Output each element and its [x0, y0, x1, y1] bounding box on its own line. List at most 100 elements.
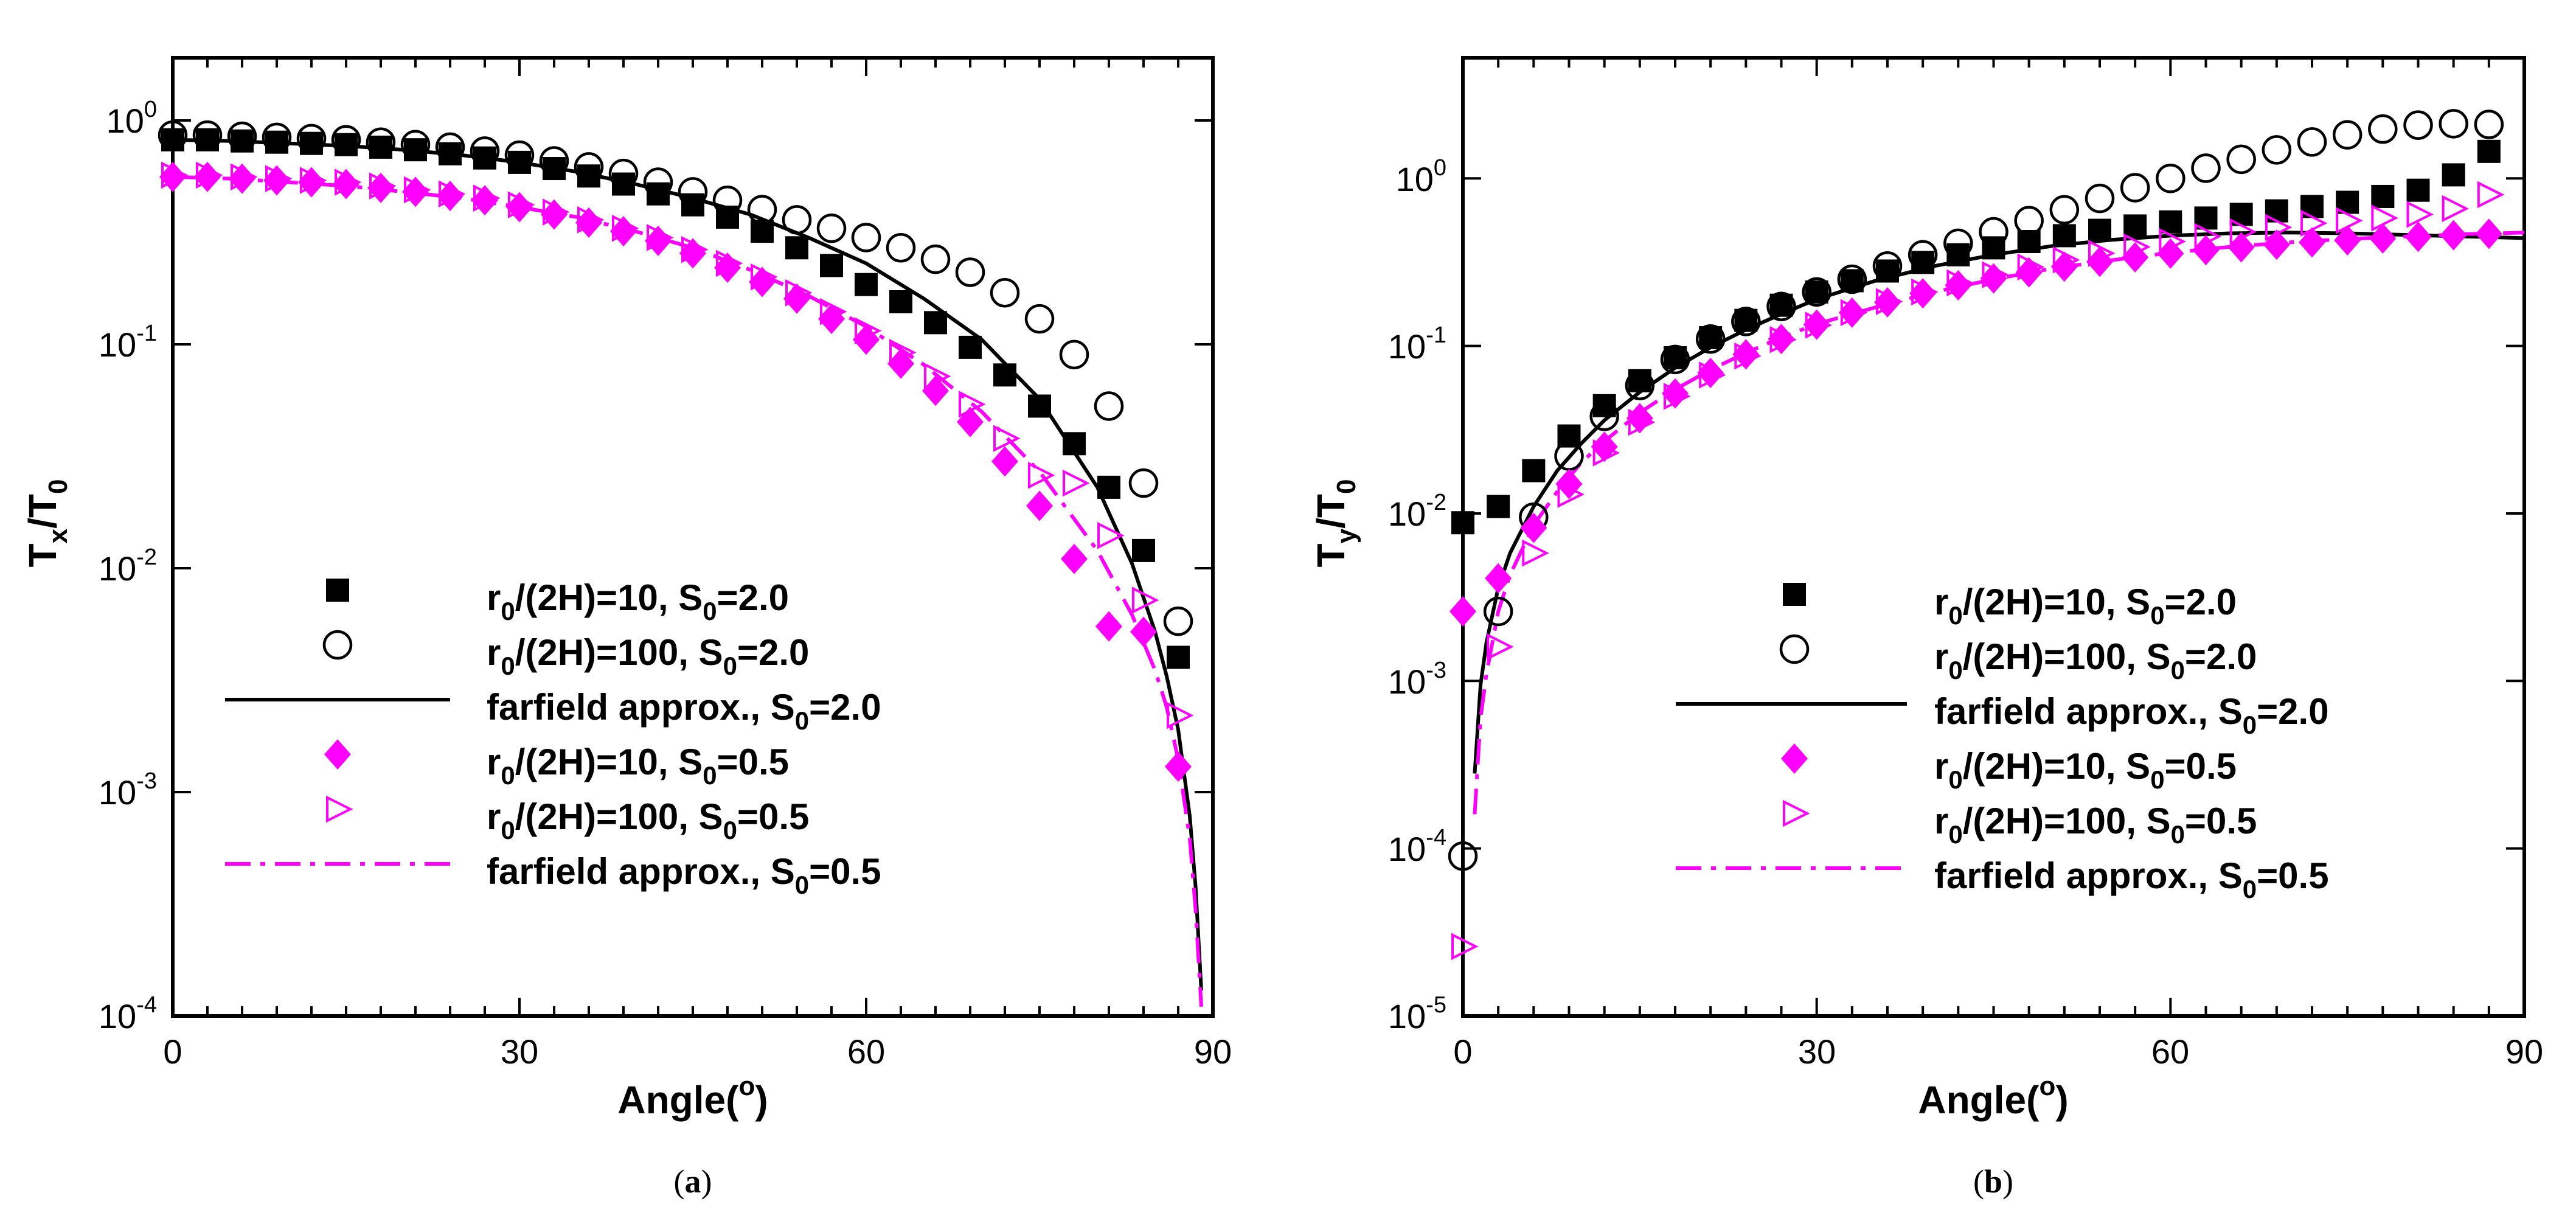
data-point [1803, 309, 1830, 340]
legend-marker-symbol [326, 579, 349, 602]
data-point [2052, 246, 2080, 274]
data-point [2334, 225, 2361, 256]
data-point [2159, 210, 2182, 234]
data-point [1838, 297, 1866, 328]
data-point [2088, 218, 2111, 242]
data-point [1769, 293, 1793, 317]
y-tick-label: 10-1 [99, 321, 157, 364]
data-point [1734, 343, 1762, 370]
data-point [886, 233, 916, 263]
data-point [400, 130, 431, 159]
y-tick-label: 10-4 [1388, 825, 1446, 868]
y-tick-label: 10-5 [1388, 992, 1446, 1035]
data-point [577, 206, 605, 234]
x-axis-title: Angle(o) [617, 1071, 768, 1122]
legend-label: r0/(2H)=100, S0=0.5 [1934, 801, 2257, 849]
data-point [296, 123, 327, 154]
data-point [231, 163, 258, 190]
data-point [643, 167, 673, 197]
data-point [1520, 512, 1547, 543]
y-tick-label: 10-1 [1388, 322, 1446, 366]
data-point [1805, 280, 1828, 304]
data-point [1943, 228, 1973, 259]
data-point [539, 146, 569, 176]
x-tick-label: 30 [501, 1032, 538, 1071]
data-point [158, 120, 188, 150]
legend-marker-symbol [1783, 583, 1806, 606]
data-point [543, 157, 566, 181]
data-point [1946, 269, 1974, 297]
y-tick-label: 10-3 [99, 768, 157, 812]
data-point [1699, 361, 1726, 389]
data-point [2336, 207, 2363, 234]
data-point [435, 132, 465, 162]
data-point [1522, 459, 1546, 482]
data-point [366, 127, 396, 157]
data-point [2442, 195, 2470, 223]
data-point [192, 120, 223, 150]
data-point [1451, 933, 1479, 960]
data-point [1982, 261, 2009, 288]
data-point [574, 152, 604, 182]
data-point [1766, 291, 1796, 321]
data-point [161, 161, 189, 189]
data-point [265, 165, 293, 192]
data-point [1979, 217, 2008, 247]
data-point [2439, 109, 2468, 139]
panel-caption-b: (b) [1973, 1163, 2013, 1200]
series-line [172, 137, 1203, 991]
data-point [2299, 227, 2325, 258]
data-point [993, 363, 1016, 387]
data-point [2157, 238, 2184, 269]
data-point [2406, 201, 2434, 228]
data-point [2227, 232, 2255, 263]
data-point [369, 172, 397, 200]
data-point [2017, 253, 2045, 281]
data-markers-a [158, 120, 1194, 782]
data-point [1837, 264, 1867, 294]
data-point [747, 195, 777, 224]
data-point [1167, 645, 1190, 669]
legend-label: r0/(2H)=10, S0=2.0 [1934, 582, 2237, 630]
data-point [1487, 495, 1510, 518]
legend-a: r0/(2H)=10, S0=2.0 r0/(2H)=100, S0=2.0 f… [225, 577, 881, 899]
data-point [473, 146, 496, 170]
data-point [2475, 218, 2502, 249]
data-point [1731, 307, 1761, 336]
panel-a: 0 30 60 90 10-4 10-3 10-2 10-1 100 Angle… [21, 56, 1232, 1200]
data-point [712, 185, 743, 215]
data-point [678, 177, 708, 207]
data-point [2088, 240, 2116, 267]
data-point [2477, 139, 2501, 163]
data-point [851, 223, 881, 252]
data-point [2156, 164, 2185, 193]
data-point [2332, 120, 2362, 150]
data-point [924, 363, 951, 390]
panel-caption-a: (a) [674, 1163, 712, 1200]
data-point [335, 169, 362, 196]
data-point [2368, 114, 2398, 144]
data-point [1449, 596, 1476, 627]
data-point [262, 122, 292, 153]
data-point [816, 213, 847, 243]
data-point [404, 176, 431, 204]
data-point [1699, 326, 1723, 350]
data-point [2403, 110, 2433, 140]
data-point [1165, 751, 1192, 782]
data-point [716, 205, 739, 229]
x-tick-label: 0 [1453, 1032, 1472, 1071]
data-point [1095, 611, 1122, 642]
data-point [1485, 563, 1512, 594]
y-tick-label: 10-3 [1388, 658, 1446, 701]
data-point [920, 244, 951, 274]
data-point [681, 236, 709, 263]
data-point [2404, 221, 2432, 252]
data-point [300, 167, 327, 194]
x-tick-label: 60 [847, 1032, 885, 1071]
data-point [1097, 475, 1120, 499]
data-point [959, 335, 982, 359]
data-point [1063, 432, 1086, 456]
data-point [2192, 235, 2220, 266]
axis-ticks-a [173, 58, 1213, 1016]
